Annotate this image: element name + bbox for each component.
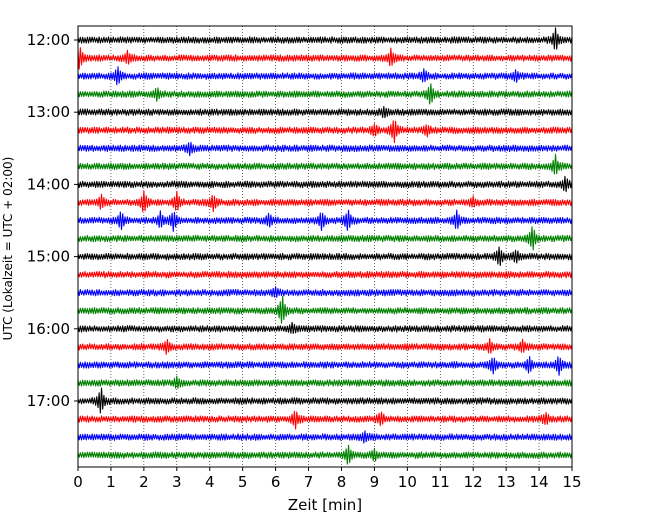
trace-line xyxy=(77,66,573,86)
x-tick-label: 14 xyxy=(530,473,549,491)
y-axis-ticks: 12:00 13:00 14:00 15:00 16:00 17:00 xyxy=(27,31,78,410)
plot-frame xyxy=(77,25,573,468)
trace-line xyxy=(77,209,573,232)
trace-line xyxy=(77,190,573,213)
trace-line xyxy=(77,246,573,267)
trace-line xyxy=(77,286,573,298)
trace-line xyxy=(77,47,573,70)
x-tick-label: 12 xyxy=(464,473,483,491)
seismic-traces xyxy=(77,27,573,465)
x-tick-label: 8 xyxy=(337,473,347,491)
trace-line xyxy=(77,141,573,157)
trace-line xyxy=(77,105,573,119)
trace-line xyxy=(77,410,573,430)
trace-line xyxy=(77,27,573,50)
trace-line xyxy=(77,120,573,144)
x-tick-label: 13 xyxy=(497,473,516,491)
trace-line xyxy=(77,270,573,279)
x-tick-label: 7 xyxy=(304,473,314,491)
trace-line xyxy=(77,321,573,334)
x-tick-label: 10 xyxy=(398,473,417,491)
x-tick-label: 0 xyxy=(73,473,83,491)
x-tick-label: 6 xyxy=(271,473,281,491)
y-tick-label: 13:00 xyxy=(27,103,70,121)
x-axis-label: Zeit [min] xyxy=(288,496,362,514)
x-tick-label: 9 xyxy=(370,473,380,491)
y-tick-label: 16:00 xyxy=(27,320,70,338)
trace-line xyxy=(77,226,573,251)
trace-line xyxy=(77,387,573,414)
y-tick-label: 14:00 xyxy=(27,175,70,193)
x-tick-label: 2 xyxy=(139,473,149,491)
x-tick-label: 11 xyxy=(431,473,450,491)
trace-line xyxy=(77,83,573,105)
trace-line xyxy=(77,175,573,193)
trace-line xyxy=(77,153,573,175)
trace-line xyxy=(77,444,573,465)
trace-line xyxy=(77,375,573,389)
x-tick-label: 4 xyxy=(205,473,215,491)
trace-line xyxy=(77,430,573,444)
y-tick-label: 12:00 xyxy=(27,31,70,49)
x-tick-label: 5 xyxy=(238,473,248,491)
y-tick-label: 15:00 xyxy=(27,248,70,266)
trace-line xyxy=(77,356,573,376)
trace-line xyxy=(77,295,573,324)
x-tick-label: 3 xyxy=(172,473,182,491)
trace-line xyxy=(77,337,573,355)
y-tick-label: 17:00 xyxy=(27,392,70,410)
y-axis-label: UTC (Lokalzeit = UTC + 02:00) xyxy=(1,157,15,341)
x-tick-label: 1 xyxy=(106,473,116,491)
x-tick-label: 15 xyxy=(562,473,581,491)
x-axis-ticks: 0 1 2 3 4 5 6 7 8 9 10 11 12 13 14 15 xyxy=(73,467,582,491)
